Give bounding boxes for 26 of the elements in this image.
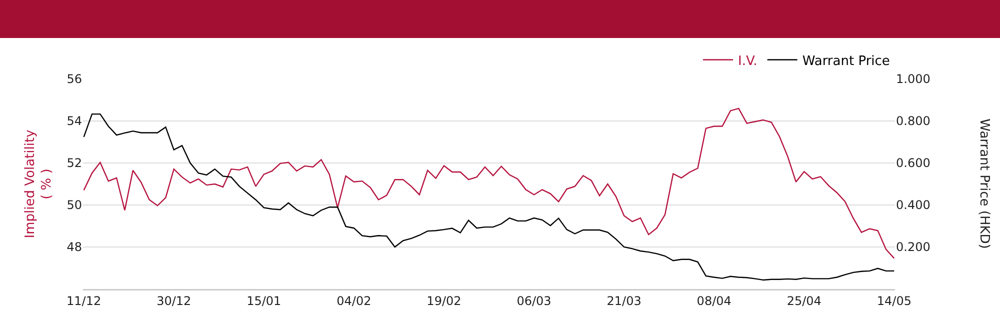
y-tick-label: 54 [66, 114, 82, 128]
line-series [83, 113, 895, 281]
y2-tick-label: 0.800 [896, 114, 930, 128]
x-tick-label: 25/04 [786, 294, 822, 308]
y2-tick-label: 0.600 [896, 156, 930, 170]
legend-label: Warrant Price [802, 54, 890, 69]
y2-tick-label: 0.400 [896, 198, 930, 212]
x-tick-label: 19/02 [426, 294, 462, 308]
x-tick-label: 15/01 [246, 294, 282, 308]
x-tick-label: 11/12 [66, 294, 102, 308]
y-tick-label: 50 [66, 198, 82, 212]
x-tick-label: 14/05 [876, 294, 912, 308]
y-tick-label: 56 [66, 72, 82, 86]
legend-label: I.V. [738, 54, 758, 69]
y2-axis-title: Warrant Price (HKD) [976, 118, 992, 249]
x-tick-label: 06/03 [516, 294, 552, 308]
x-tick-label: 04/02 [336, 294, 372, 308]
y-tick-label: 48 [66, 240, 82, 254]
x-tick-label: 21/03 [606, 294, 642, 308]
y-axis-title: Implied Volatility ( % ) [22, 129, 55, 238]
y2-tick-label: 0.200 [896, 240, 930, 254]
y-tick-label: 52 [66, 156, 82, 170]
y2-tick-label: 1.000 [896, 72, 930, 86]
x-tick-label: 30/12 [156, 294, 192, 308]
x-tick-label: 08/04 [696, 294, 732, 308]
line-series [83, 108, 895, 259]
